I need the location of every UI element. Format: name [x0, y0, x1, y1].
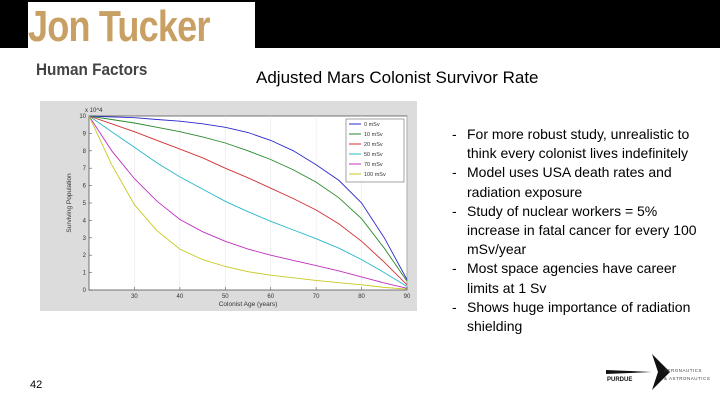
logo-swoosh-icon	[606, 370, 652, 374]
legend-label: 70 mSv	[364, 162, 383, 168]
y-axis-label: Surviving Population	[66, 173, 73, 233]
section-subtitle: Human Factors	[36, 60, 148, 79]
y-tick-label: 6	[83, 184, 87, 190]
y-tick-label: 10	[79, 114, 86, 120]
logo-arrow-icon	[652, 354, 670, 390]
presenter-name: Jon Tucker	[28, 2, 210, 51]
logo-word: PURDUE	[607, 377, 632, 383]
y-tick-label: 1	[83, 271, 87, 277]
legend-label: 100 mSv	[364, 172, 386, 178]
slide-title: Adjusted Mars Colonist Survivor Rate	[256, 68, 539, 87]
bullet-list: - For more robust study, unrealistic to t…	[452, 125, 702, 336]
series-line-2	[88, 115, 408, 286]
bullet-marker: -	[452, 126, 457, 142]
purdue-logo: PURDUE AERONAUTICS & ASTRONAUTICS	[606, 354, 710, 390]
y-tick-label: 4	[83, 218, 87, 224]
bullet-marker: -	[452, 260, 457, 277]
bullet-marker: -	[452, 202, 457, 219]
bullet-text: Most space agencies have career limits a…	[467, 260, 677, 296]
legend-label: 20 mSv	[364, 142, 383, 148]
y-tick-label: 7	[83, 166, 87, 172]
survivor-rate-chart: 30 40 50 60 70 80 90 0 1 2 3 4 5 6 7 8 9 10 x 10^4 Colon…	[66, 108, 411, 308]
x-tick-label: 90	[404, 294, 411, 300]
x-axis-label: Colonist Age (years)	[219, 301, 278, 308]
series-line-5	[88, 115, 408, 290]
series-line-1	[88, 115, 408, 282]
legend: 0 mSv 10 mSv 20 mSv 50 mSv 70 mSv 100 mSv	[345, 118, 405, 183]
presenter-name-box: Jon Tucker	[28, 2, 256, 52]
bullet-item: - Shows huge importance of radiation shie…	[452, 298, 702, 336]
series-line-0	[88, 115, 408, 280]
x-tick-label: 70	[313, 294, 320, 300]
y-tick-label: 0	[83, 288, 87, 294]
x-tick-label: 50	[222, 294, 229, 300]
y-multiplier: x 10^4	[85, 108, 103, 114]
x-tick-label: 60	[267, 294, 274, 300]
bullet-text: Model uses USA death rates and radiation…	[467, 164, 672, 200]
chart-figure: 30 40 50 60 70 80 90 0 1 2 3 4 5 6 7 8 9 10 x 10^4 Colon…	[40, 101, 417, 311]
bullet-text: For more robust study, unrealistic to th…	[467, 126, 690, 162]
logo-line-2: & ASTRONAUTICS	[664, 376, 710, 381]
x-tick-label: 80	[358, 294, 365, 300]
legend-label: 10 mSv	[364, 132, 383, 138]
bullet-marker: -	[452, 298, 457, 315]
logo-line-1: AERONAUTICS	[664, 368, 702, 373]
legend-label: 50 mSv	[364, 152, 383, 158]
y-tick-label: 9	[83, 131, 87, 137]
y-tick-label: 3	[83, 236, 87, 242]
series-line-3	[88, 115, 408, 287]
y-tick-label: 5	[83, 201, 87, 207]
x-tick-label: 30	[131, 294, 138, 300]
bullet-text: Shows huge importance of radiation shiel…	[467, 298, 691, 335]
legend-label: 0 mSv	[364, 122, 380, 128]
series-line-4	[88, 115, 408, 289]
bullet-item: - Study of nuclear workers = 5% increase …	[452, 202, 702, 260]
x-tick-label: 40	[177, 294, 184, 300]
bullet-marker: -	[452, 164, 457, 181]
y-tick-label: 2	[83, 253, 87, 259]
bullet-text: Study of nuclear workers = 5% increase i…	[467, 202, 697, 258]
bullet-item: - Model uses USA death rates and radiatio…	[452, 163, 702, 201]
legend-box	[345, 118, 405, 183]
bullet-item: - Most space agencies have career limits …	[452, 259, 702, 297]
bullet-item: - For more robust study, unrealistic to t…	[452, 125, 702, 163]
y-tick-label: 8	[83, 149, 87, 155]
page-number: 42	[30, 379, 43, 391]
